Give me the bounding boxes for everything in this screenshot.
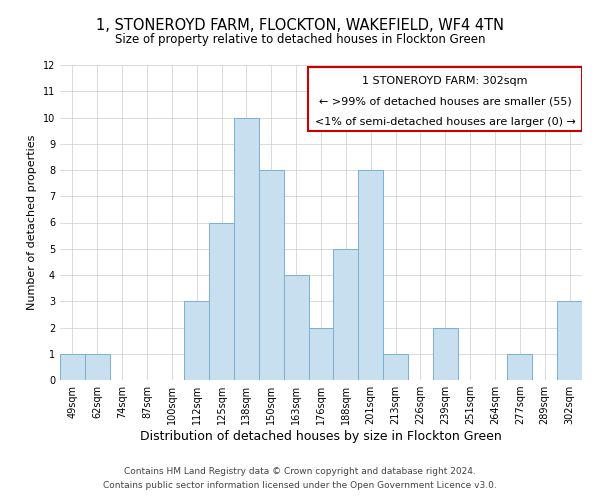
Bar <box>508 354 532 380</box>
Bar <box>184 301 209 380</box>
X-axis label: Distribution of detached houses by size in Flockton Green: Distribution of detached houses by size … <box>140 430 502 443</box>
Text: ← >99% of detached houses are smaller (55): ← >99% of detached houses are smaller (5… <box>319 96 571 106</box>
FancyBboxPatch shape <box>308 66 582 131</box>
Bar <box>209 222 234 380</box>
Text: 1 STONEROYD FARM: 302sqm: 1 STONEROYD FARM: 302sqm <box>362 76 528 86</box>
Bar <box>234 118 259 380</box>
Y-axis label: Number of detached properties: Number of detached properties <box>27 135 37 310</box>
Bar <box>85 354 110 380</box>
Bar <box>308 328 334 380</box>
Bar <box>358 170 383 380</box>
Bar <box>433 328 458 380</box>
Text: Contains public sector information licensed under the Open Government Licence v3: Contains public sector information licen… <box>103 481 497 490</box>
Bar <box>60 354 85 380</box>
Text: Size of property relative to detached houses in Flockton Green: Size of property relative to detached ho… <box>115 32 485 46</box>
Text: Contains HM Land Registry data © Crown copyright and database right 2024.: Contains HM Land Registry data © Crown c… <box>124 467 476 476</box>
Text: 1, STONEROYD FARM, FLOCKTON, WAKEFIELD, WF4 4TN: 1, STONEROYD FARM, FLOCKTON, WAKEFIELD, … <box>96 18 504 32</box>
Bar <box>334 248 358 380</box>
Bar <box>383 354 408 380</box>
Bar <box>284 275 308 380</box>
Text: <1% of semi-detached houses are larger (0) →: <1% of semi-detached houses are larger (… <box>314 117 575 127</box>
Bar <box>557 301 582 380</box>
Bar <box>259 170 284 380</box>
